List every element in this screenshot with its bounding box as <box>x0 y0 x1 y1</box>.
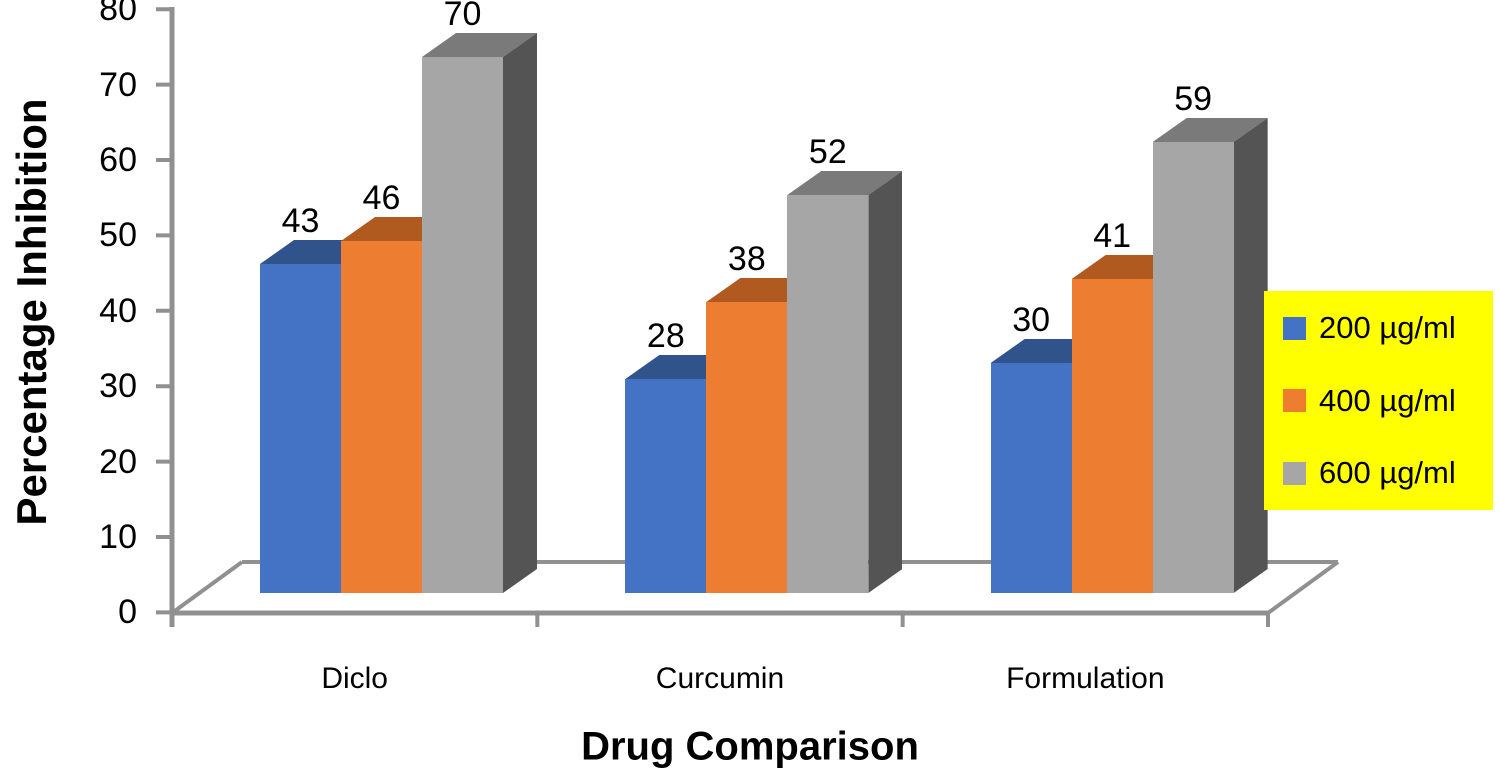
bar-Diclo-400 µg/ml <box>341 241 422 593</box>
value-label-Curcumin-600 µg/ml: 52 <box>808 133 847 171</box>
value-label-Curcumin-200 µg/ml: 28 <box>646 317 685 355</box>
bar-Diclo-200 µg/ml <box>260 264 341 593</box>
legend-swatch-icon <box>1283 389 1306 412</box>
legend-label: 600 µg/ml <box>1319 455 1456 490</box>
y-axis-title: Percentage Inhibition <box>8 98 55 526</box>
legend-label: 200 µg/ml <box>1319 310 1456 345</box>
bar-Curcumin-400 µg/ml <box>706 302 788 593</box>
y-tick-label-30: 30 <box>99 367 137 406</box>
legend-swatch-icon <box>1283 461 1306 485</box>
bar-Formulation-400 µg/ml <box>1071 279 1153 593</box>
floor-left-diagonal <box>170 560 244 615</box>
legend: 200 µg/ml 400 µg/ml 600 µg/ml <box>1264 291 1493 510</box>
bar-side-face-Diclo-600 µg/ml <box>503 33 537 593</box>
floor-right-diagonal <box>1266 560 1340 615</box>
bar-side-face-Formulation-600 µg/ml <box>1233 118 1268 593</box>
category-label-Curcumin: Curcumin <box>655 662 785 695</box>
value-label-Curcumin-400 µg/ml: 38 <box>727 240 766 278</box>
value-label-Diclo-400 µg/ml: 46 <box>362 179 401 217</box>
bar-Formulation-200 µg/ml <box>990 363 1072 593</box>
y-tick-label-10: 10 <box>99 518 137 556</box>
bar-Curcumin-600 µg/ml <box>787 195 869 593</box>
bar-Diclo-600 µg/ml <box>422 57 503 593</box>
y-tick-label-40: 40 <box>99 291 137 330</box>
legend-item-200 µg/ml: 200 µg/ml <box>1264 308 1493 348</box>
value-label-Diclo-200 µg/ml: 43 <box>281 202 320 240</box>
bar-Curcumin-200 µg/ml <box>625 379 707 593</box>
legend-label: 400 µg/ml <box>1319 382 1456 418</box>
legend-item-600 µg/ml: 600 µg/ml <box>1264 453 1493 493</box>
y-tick-label-60: 60 <box>99 141 137 179</box>
bar-Formulation-600 µg/ml <box>1152 142 1234 593</box>
y-tick-label-0: 0 <box>118 593 137 632</box>
value-label-Formulation-400 µg/ml: 41 <box>1093 217 1132 255</box>
legend-swatch-icon <box>1283 316 1306 340</box>
value-label-Formulation-200 µg/ml: 30 <box>1012 301 1051 339</box>
category-label-Formulation: Formulation <box>1006 662 1165 695</box>
y-tick-label-80: 80 <box>99 0 137 29</box>
y-tick-label-50: 50 <box>99 216 137 255</box>
value-label-Formulation-600 µg/ml: 59 <box>1174 80 1213 118</box>
y-tick-label-70: 70 <box>99 65 137 104</box>
y-tick-label-20: 20 <box>99 442 137 481</box>
category-label-Diclo: Diclo <box>321 662 388 695</box>
legend-item-400 µg/ml: 400 µg/ml <box>1264 381 1493 421</box>
bar-side-face-Curcumin-600 µg/ml <box>868 171 903 593</box>
value-label-Diclo-600 µg/ml: 70 <box>443 0 482 33</box>
x-axis-title: Drug Comparison <box>581 724 919 769</box>
